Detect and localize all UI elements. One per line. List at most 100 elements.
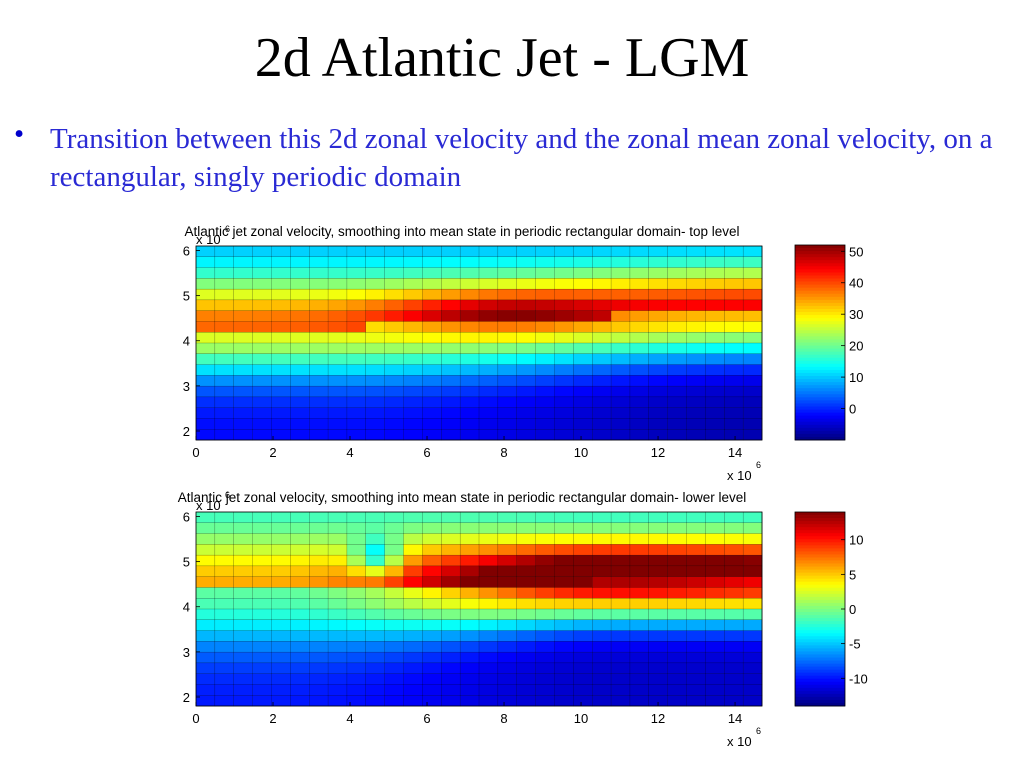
- heatmap-cell: [592, 267, 612, 279]
- heatmap-cell: [573, 695, 593, 707]
- colorbar-segment: [795, 281, 845, 286]
- heatmap-cell: [742, 598, 763, 610]
- heatmap-cell: [252, 554, 272, 567]
- heatmap-cell: [384, 396, 404, 409]
- colorbar-segment: [795, 590, 845, 595]
- heatmap-cell: [214, 288, 235, 301]
- colorbar-segment: [795, 575, 845, 580]
- colorbar-segment: [795, 254, 845, 258]
- heatmap-cell: [592, 608, 612, 621]
- colorbar-segment: [795, 385, 845, 389]
- heatmap-cell: [592, 256, 612, 268]
- heatmap-cell: [592, 278, 612, 290]
- heatmap-cell: [516, 396, 536, 409]
- x-axis-exponent: 6: [756, 460, 761, 470]
- heatmap-cell: [403, 245, 423, 258]
- heatmap-cell: [290, 375, 310, 387]
- heatmap-cell: [516, 429, 536, 441]
- heatmap-cell: [742, 641, 763, 653]
- heatmap-cell: [271, 256, 291, 268]
- colorbar-tick-label: -5: [849, 637, 861, 652]
- heatmap-cell: [384, 429, 404, 441]
- heatmap-cell: [573, 278, 593, 290]
- heatmap-cell: [459, 511, 480, 524]
- heatmap-cell: [346, 619, 367, 631]
- heatmap-cell: [629, 396, 650, 409]
- heatmap-cell: [422, 554, 442, 567]
- heatmap-cell: [667, 267, 687, 279]
- heatmap-cell: [667, 407, 687, 419]
- colorbar-segment: [795, 275, 845, 279]
- heatmap-cell: [214, 662, 235, 675]
- heatmap-cell: [648, 511, 669, 524]
- heatmap-cell: [214, 554, 235, 567]
- heatmap-cell: [648, 565, 669, 578]
- heatmap-cell: [309, 511, 329, 524]
- heatmap-cell: [327, 353, 348, 365]
- heatmap-cell: [610, 511, 631, 524]
- colorbar-segment: [795, 593, 845, 598]
- heatmap-cell: [535, 522, 555, 534]
- heatmap-cell: [365, 673, 386, 685]
- heatmap-cell: [497, 544, 518, 556]
- heatmap-cell: [742, 407, 763, 419]
- colorbar-segment: [795, 266, 845, 270]
- heatmap-cell: [422, 385, 442, 398]
- heatmap-cell: [459, 267, 480, 279]
- heatmap-cell: [629, 587, 650, 599]
- heatmap-cell: [686, 364, 706, 376]
- heatmap-cell: [422, 407, 442, 419]
- heatmap-cell: [195, 342, 216, 355]
- heatmap-cell: [290, 695, 310, 707]
- heatmap-cell: [686, 429, 706, 441]
- heatmap-cell: [554, 673, 574, 685]
- colorbar-segment: [795, 421, 845, 426]
- heatmap-cell: [403, 695, 423, 707]
- x-tick-label: 8: [500, 711, 507, 726]
- heatmap-cell: [459, 332, 480, 344]
- heatmap-cell: [403, 544, 423, 556]
- heatmap-cell: [384, 587, 404, 599]
- heatmap-cell: [327, 598, 348, 610]
- heatmap-cell: [610, 245, 631, 258]
- heatmap-cell: [403, 364, 423, 376]
- colorbar-segment: [795, 357, 845, 362]
- heatmap-cell: [384, 364, 404, 376]
- heatmap-cell: [742, 267, 763, 279]
- heatmap-cell: [742, 385, 763, 398]
- heatmap-cell: [648, 587, 669, 599]
- heatmap-cell: [516, 630, 536, 642]
- y-axis-multiplier: x 10: [196, 232, 221, 247]
- heatmap-cell: [195, 522, 216, 534]
- heatmap-cell: [573, 651, 593, 664]
- heatmap-cell: [309, 587, 329, 599]
- heatmap-cell: [554, 695, 574, 707]
- heatmap-cell: [667, 511, 687, 524]
- heatmap-cell: [346, 256, 367, 268]
- colorbar-segment: [795, 372, 845, 377]
- heatmap-cell: [592, 375, 612, 387]
- heatmap-cell: [610, 332, 631, 344]
- heatmap-cell: [724, 576, 744, 588]
- heatmap-cell: [629, 375, 650, 387]
- heatmap-cell: [327, 533, 348, 545]
- heatmap-cell: [629, 576, 650, 588]
- heatmap-cell: [290, 353, 310, 365]
- heatmap-cell: [290, 299, 310, 312]
- heatmap-cell: [290, 662, 310, 675]
- heatmap-cell: [271, 375, 291, 387]
- heatmap-cell: [403, 256, 423, 268]
- heatmap-cell: [648, 342, 669, 355]
- heatmap-cell: [724, 245, 744, 258]
- y-tick-label: 5: [183, 289, 190, 304]
- heatmap-cell: [384, 565, 404, 578]
- heatmap-cell: [290, 245, 310, 258]
- heatmap-cell: [309, 353, 329, 365]
- heatmap-cell: [667, 662, 687, 675]
- heatmap-cell: [195, 587, 216, 599]
- heatmap-cell: [724, 364, 744, 376]
- heatmap-cell: [554, 332, 574, 344]
- heatmap-cell: [554, 245, 574, 258]
- heatmap-cell: [403, 554, 423, 567]
- heatmap-cell: [724, 418, 744, 430]
